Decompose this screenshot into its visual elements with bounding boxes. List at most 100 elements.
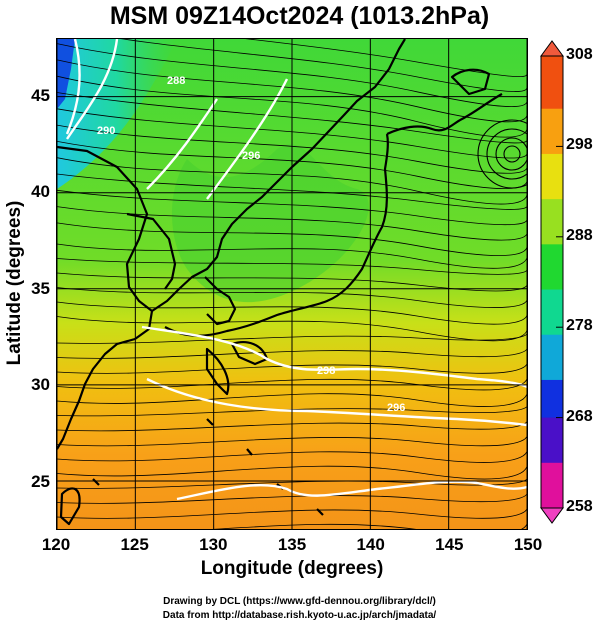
colorbar-band xyxy=(541,169,563,178)
colorbar-band xyxy=(541,153,563,162)
x-axis-title: Longitude (degrees) xyxy=(200,558,384,579)
colorbar-band xyxy=(541,379,563,388)
streamlines xyxy=(57,39,527,529)
y-axis-title: Latitude (degrees) xyxy=(4,200,25,366)
streamline xyxy=(57,448,527,463)
colorbar-band xyxy=(541,63,563,72)
colorbar-band xyxy=(541,395,563,404)
colorbar-band xyxy=(541,447,563,456)
colorbar-band xyxy=(541,470,563,479)
y-tick-label: 45 xyxy=(31,85,50,105)
colorbar-label: 308 xyxy=(566,46,593,63)
streamline xyxy=(57,173,527,210)
colorbar-band xyxy=(541,229,563,238)
streamline xyxy=(57,92,527,144)
colorbar-band xyxy=(541,417,563,426)
colorbar-band xyxy=(541,304,563,313)
colorbar-band xyxy=(541,327,563,336)
colorbar-band xyxy=(541,236,563,245)
streamline xyxy=(57,405,527,417)
colorbar-band xyxy=(541,319,563,328)
streamline xyxy=(57,376,527,391)
colorbar-max-arrow xyxy=(540,40,564,57)
colorbar-band xyxy=(541,485,563,494)
streamline xyxy=(57,287,527,308)
colorbar-band xyxy=(541,282,563,291)
streamline xyxy=(57,347,527,359)
colorbar-band xyxy=(541,176,563,185)
lat-lon-grid xyxy=(57,39,527,529)
temperature-streamline-map: 290 288 296 298 296 xyxy=(57,39,527,529)
contour-label: 298 xyxy=(317,365,335,377)
streamline xyxy=(57,222,527,256)
colorbar-band xyxy=(541,364,563,373)
colorbar-label: 258 xyxy=(566,498,593,515)
x-tick-label: 135 xyxy=(277,535,307,554)
colorbar-band xyxy=(541,206,563,215)
streamline xyxy=(120,39,527,92)
x-tick-label: 145 xyxy=(435,535,464,554)
colorbar-band xyxy=(541,86,563,95)
streamline xyxy=(57,463,527,480)
streamline xyxy=(57,332,527,344)
y-tick-label: 30 xyxy=(31,375,50,395)
colorbar-band xyxy=(541,432,563,441)
colorbar-band xyxy=(541,312,563,321)
streamline xyxy=(57,492,527,504)
warm-land-patch xyxy=(172,144,369,303)
colorbar-band xyxy=(541,123,563,132)
colorbar-band xyxy=(541,266,563,275)
colorbar-band xyxy=(541,191,563,200)
colorbar-label: 298 xyxy=(566,136,593,154)
colorbar-band xyxy=(541,440,563,449)
colorbar-band xyxy=(541,357,563,366)
streamline xyxy=(57,301,527,325)
cyclone-swirl xyxy=(477,119,527,189)
x-tick-label: 140 xyxy=(356,535,385,554)
colorbar-band xyxy=(541,138,563,147)
colorbar-band xyxy=(541,146,563,155)
streamline xyxy=(57,189,527,226)
colorbar-band xyxy=(541,161,563,170)
colorbar xyxy=(540,40,564,524)
coldest-region xyxy=(57,39,75,109)
streamline xyxy=(57,124,527,174)
colorbar-band xyxy=(541,477,563,486)
colorbar-band xyxy=(541,71,563,80)
colorbar-band xyxy=(541,259,563,268)
colorbar-band xyxy=(541,101,563,110)
colorbar-min-arrow xyxy=(540,507,564,524)
colorbar-band xyxy=(541,297,563,306)
x-tick-label: 130 xyxy=(199,535,228,554)
colorbar-band xyxy=(541,334,563,343)
contour-label: 290 xyxy=(97,125,115,137)
streamline xyxy=(57,157,527,205)
colorbar-label: 268 xyxy=(566,407,593,425)
streamline xyxy=(57,141,527,189)
x-tick-label: 150 xyxy=(513,535,543,554)
credit-line-2: Data from http://database.rish.kyoto-u.a… xyxy=(162,610,437,621)
credit-line-1: Drawing by DCL (https://www.gfd-dennou.o… xyxy=(163,596,436,607)
contour-label: 296 xyxy=(242,150,260,162)
colorbar-band xyxy=(541,455,563,464)
contour-label: 288 xyxy=(167,75,185,87)
colorbar-band xyxy=(541,93,563,102)
isotherm-contours xyxy=(65,39,527,501)
streamline xyxy=(57,390,527,407)
streamline xyxy=(57,434,527,447)
colorbar-band xyxy=(541,372,563,381)
y-tick-label: 40 xyxy=(31,182,50,202)
colorbar-band xyxy=(541,78,563,87)
streamline xyxy=(57,206,527,241)
colorbar-band xyxy=(541,108,563,117)
streamline xyxy=(57,361,527,374)
colorbar-band xyxy=(541,56,563,65)
streamline xyxy=(57,75,527,138)
colorbar-label: 278 xyxy=(566,317,593,335)
colorbar-band xyxy=(541,214,563,223)
colorbar-band xyxy=(541,425,563,434)
colorbar-band xyxy=(541,251,563,260)
colorbar-band xyxy=(541,402,563,411)
colorbar-band xyxy=(541,410,563,419)
colorbar-band xyxy=(541,462,563,471)
